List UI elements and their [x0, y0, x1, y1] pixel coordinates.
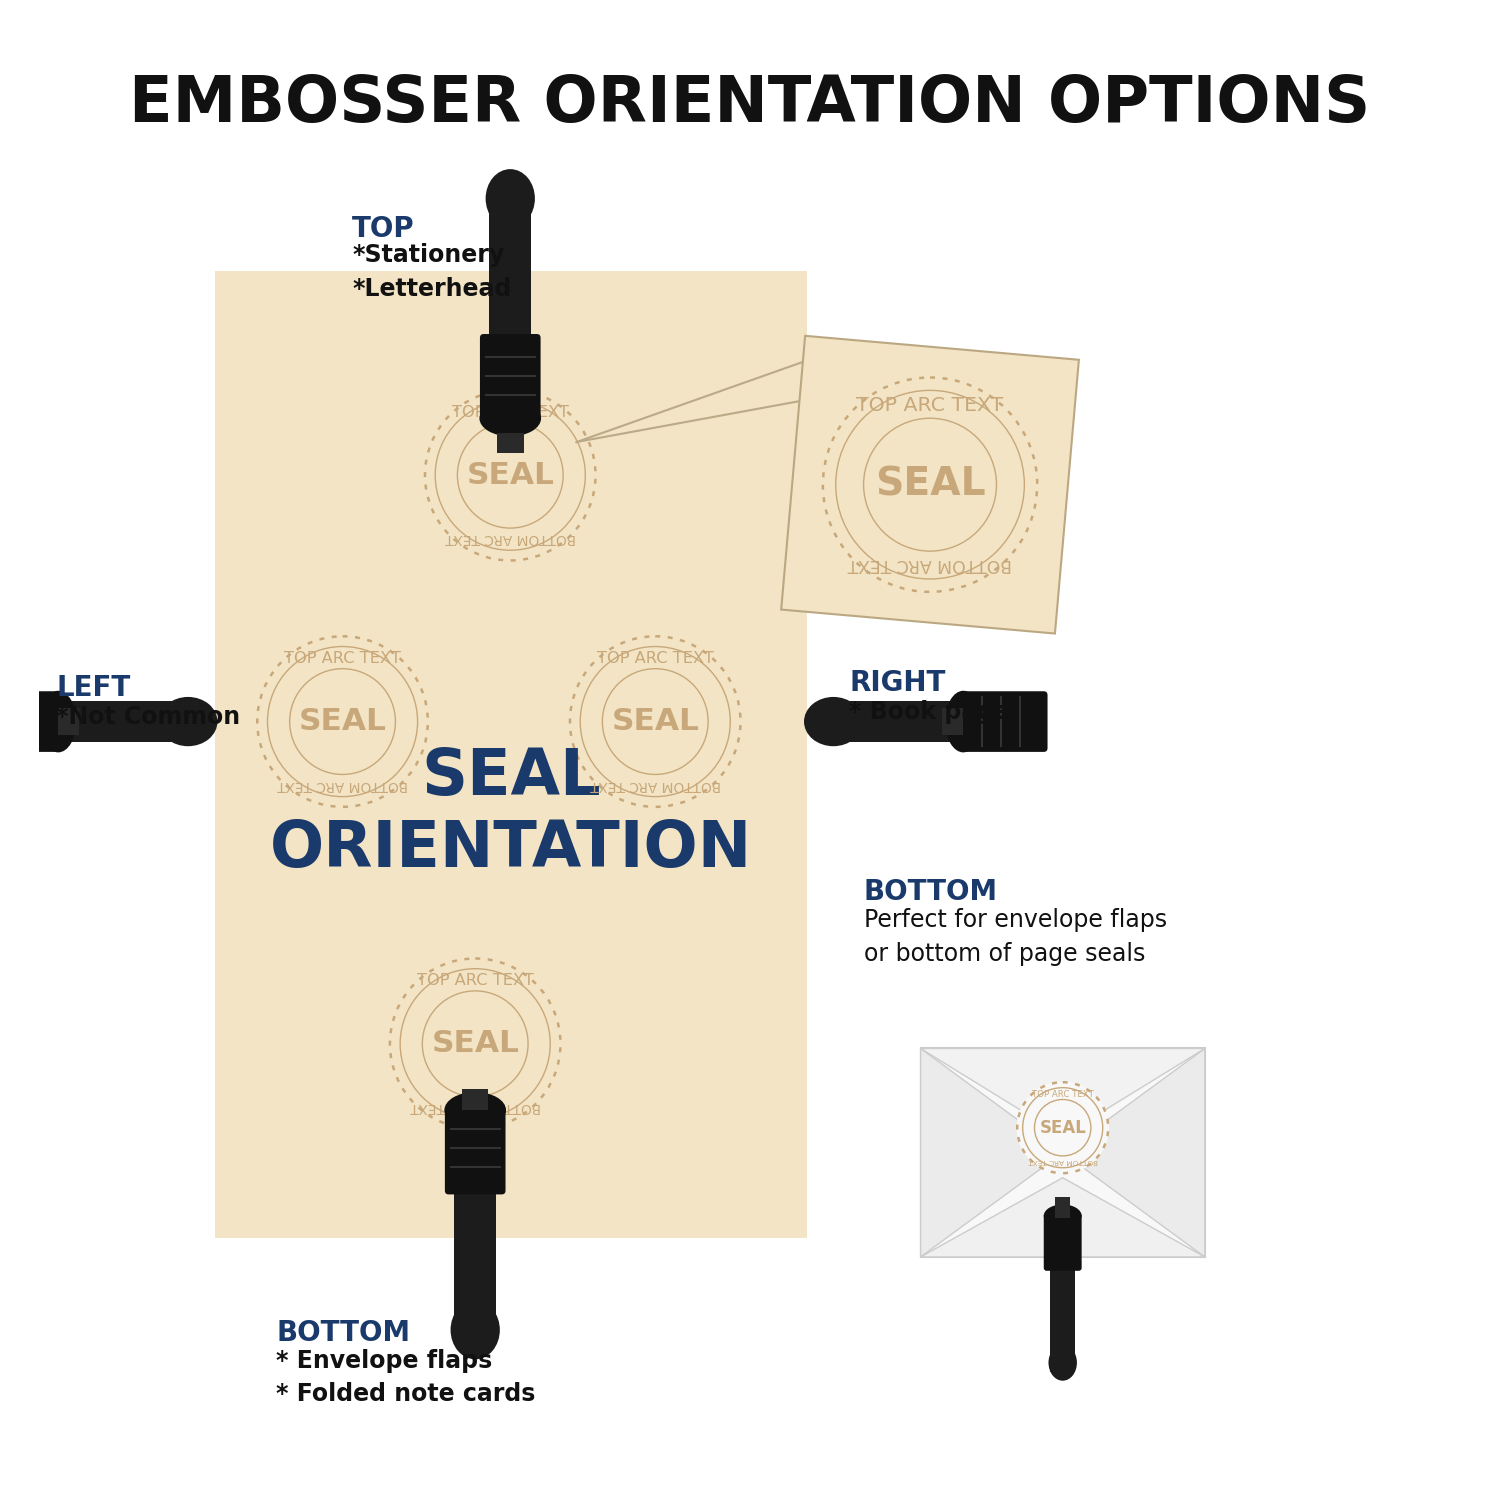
FancyBboxPatch shape	[0, 692, 62, 752]
Text: *Not Common: *Not Common	[57, 705, 240, 729]
Ellipse shape	[450, 1300, 500, 1359]
Polygon shape	[921, 1178, 1204, 1257]
Ellipse shape	[159, 698, 218, 746]
Bar	[36, 700, 188, 742]
Text: SEAL: SEAL	[1040, 1119, 1086, 1137]
Text: SEAL: SEAL	[874, 465, 986, 504]
Text: EMBOSSER ORIENTATION OPTIONS: EMBOSSER ORIENTATION OPTIONS	[129, 72, 1371, 135]
Polygon shape	[921, 1048, 1204, 1136]
FancyBboxPatch shape	[960, 692, 1047, 752]
Polygon shape	[921, 1048, 1062, 1257]
Circle shape	[1017, 1082, 1108, 1173]
Polygon shape	[782, 336, 1078, 633]
Text: TOP ARC TEXT: TOP ARC TEXT	[856, 396, 1004, 416]
Bar	[942, 708, 963, 735]
Bar	[496, 432, 523, 453]
Text: TOP ARC TEXT: TOP ARC TEXT	[452, 405, 568, 420]
Text: BOTTOM ARC TEXT: BOTTOM ARC TEXT	[446, 531, 576, 546]
Text: BOTTOM ARC TEXT: BOTTOM ARC TEXT	[410, 1100, 540, 1114]
Text: RIGHT: RIGHT	[849, 669, 946, 698]
Text: TOP ARC TEXT: TOP ARC TEXT	[284, 651, 400, 666]
Ellipse shape	[1044, 1204, 1082, 1227]
Text: BOTTOM: BOTTOM	[276, 1318, 411, 1347]
Ellipse shape	[1048, 1344, 1077, 1380]
Text: BOTTOM ARC TEXT: BOTTOM ARC TEXT	[1028, 1158, 1098, 1164]
Text: LEFT: LEFT	[57, 674, 130, 702]
Bar	[58, 708, 80, 735]
Text: TOP: TOP	[352, 214, 414, 243]
Text: * Envelope flaps
* Folded note cards: * Envelope flaps * Folded note cards	[276, 1348, 536, 1407]
Circle shape	[390, 958, 561, 1130]
Bar	[462, 1089, 489, 1110]
Bar	[489, 210, 531, 362]
Text: TOP ARC TEXT: TOP ARC TEXT	[597, 651, 714, 666]
Text: TOP ARC TEXT: TOP ARC TEXT	[1032, 1089, 1094, 1098]
Ellipse shape	[480, 400, 542, 436]
FancyBboxPatch shape	[1044, 1214, 1082, 1270]
Ellipse shape	[486, 170, 536, 228]
Ellipse shape	[804, 698, 862, 746]
Bar	[1054, 1197, 1071, 1218]
FancyBboxPatch shape	[446, 1107, 506, 1194]
Circle shape	[424, 390, 596, 561]
Text: BOTTOM: BOTTOM	[864, 878, 998, 906]
Text: Perfect for envelope flaps
or bottom of page seals: Perfect for envelope flaps or bottom of …	[864, 908, 1167, 966]
Text: SEAL: SEAL	[432, 1029, 519, 1059]
Text: TOP ARC TEXT: TOP ARC TEXT	[417, 974, 534, 988]
Bar	[921, 1048, 1204, 1257]
Circle shape	[824, 378, 1036, 592]
Text: BOTTOM ARC TEXT: BOTTOM ARC TEXT	[590, 777, 720, 792]
Text: BOTTOM ARC TEXT: BOTTOM ARC TEXT	[847, 555, 1012, 573]
Text: SEAL: SEAL	[612, 706, 699, 736]
Text: SEAL
ORIENTATION: SEAL ORIENTATION	[270, 746, 752, 879]
Bar	[454, 1167, 497, 1318]
Ellipse shape	[40, 692, 76, 753]
Polygon shape	[1062, 1048, 1204, 1257]
Bar	[834, 700, 986, 742]
Text: SEAL: SEAL	[298, 706, 387, 736]
Text: SEAL: SEAL	[466, 460, 554, 489]
Circle shape	[570, 636, 741, 807]
FancyBboxPatch shape	[480, 334, 540, 422]
Circle shape	[258, 636, 428, 807]
Ellipse shape	[945, 692, 981, 753]
Ellipse shape	[444, 1092, 506, 1128]
Text: BOTTOM ARC TEXT: BOTTOM ARC TEXT	[278, 777, 408, 792]
Bar	[214, 272, 807, 1238]
Text: * Book page: * Book page	[849, 700, 1011, 724]
Text: *Stationery
*Letterhead: *Stationery *Letterhead	[352, 243, 512, 300]
Bar	[1050, 1263, 1076, 1372]
